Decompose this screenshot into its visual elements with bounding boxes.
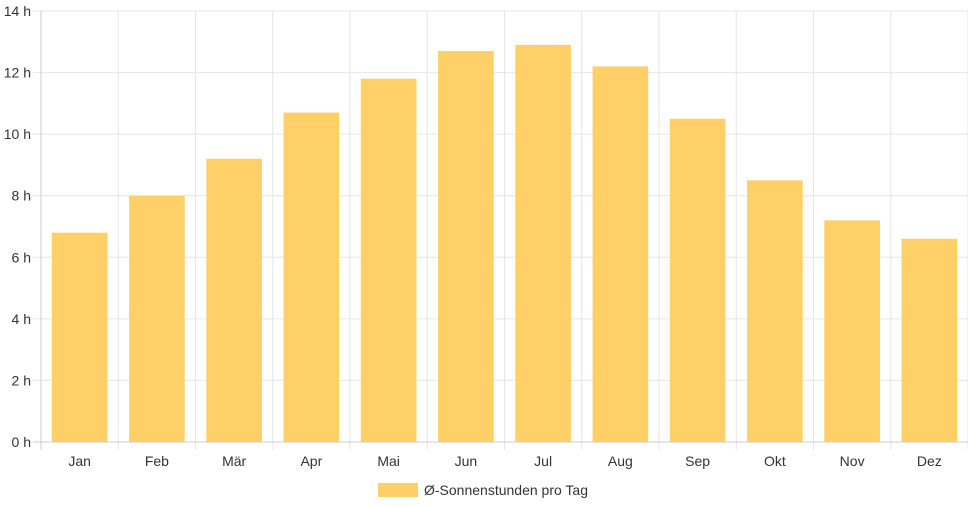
bar-nov[interactable] [824,220,880,442]
legend[interactable]: Ø-Sonnenstunden pro Tag [378,482,588,498]
bar-jul[interactable] [515,44,571,442]
y-tick-label: 6 h [12,249,31,265]
bar-feb[interactable] [129,195,185,442]
x-tick-label: Aug [608,453,633,469]
y-tick-label: 14 h [4,3,31,19]
y-tick-label: 0 h [12,434,31,450]
bar-mär[interactable] [206,158,262,442]
bar-series [51,44,958,443]
bar-dez[interactable] [901,238,958,442]
y-tick-label: 2 h [12,372,31,388]
y-tick-label: 10 h [4,126,31,142]
y-tick-label: 12 h [4,65,31,81]
x-tick-label: Jan [68,453,91,469]
x-axis-labels: Jan Feb Mär Apr Mai Jun Jul Aug Sep Okt Nov Dez [68,453,941,469]
y-axis-labels: 0 h 2 h 4 h 6 h 8 h 10 h 12 h 14 h [4,3,31,450]
x-tick-label: Jun [455,453,478,469]
x-tick-label: Dez [917,453,942,469]
x-tick-label: Sep [685,453,710,469]
bar-jun[interactable] [438,51,494,443]
legend-label[interactable]: Ø-Sonnenstunden pro Tag [424,482,588,498]
bar-mai[interactable] [360,78,417,442]
grid-lines [33,10,968,450]
x-tick-label: Feb [145,453,169,469]
y-tick-label: 8 h [12,188,31,204]
bar-okt[interactable] [747,180,803,443]
axes [33,11,968,450]
x-tick-label: Okt [764,453,786,469]
bar-aug[interactable] [592,66,649,443]
x-tick-label: Mai [377,453,400,469]
bar-jan[interactable] [51,232,108,442]
legend-swatch[interactable] [378,483,418,497]
x-tick-label: Jul [534,453,552,469]
x-tick-label: Apr [300,453,322,469]
y-tick-label: 4 h [12,311,31,327]
bar-sep[interactable] [669,118,726,442]
x-tick-label: Mär [222,453,246,469]
x-tick-label: Nov [840,453,865,469]
bar-apr[interactable] [283,112,340,442]
